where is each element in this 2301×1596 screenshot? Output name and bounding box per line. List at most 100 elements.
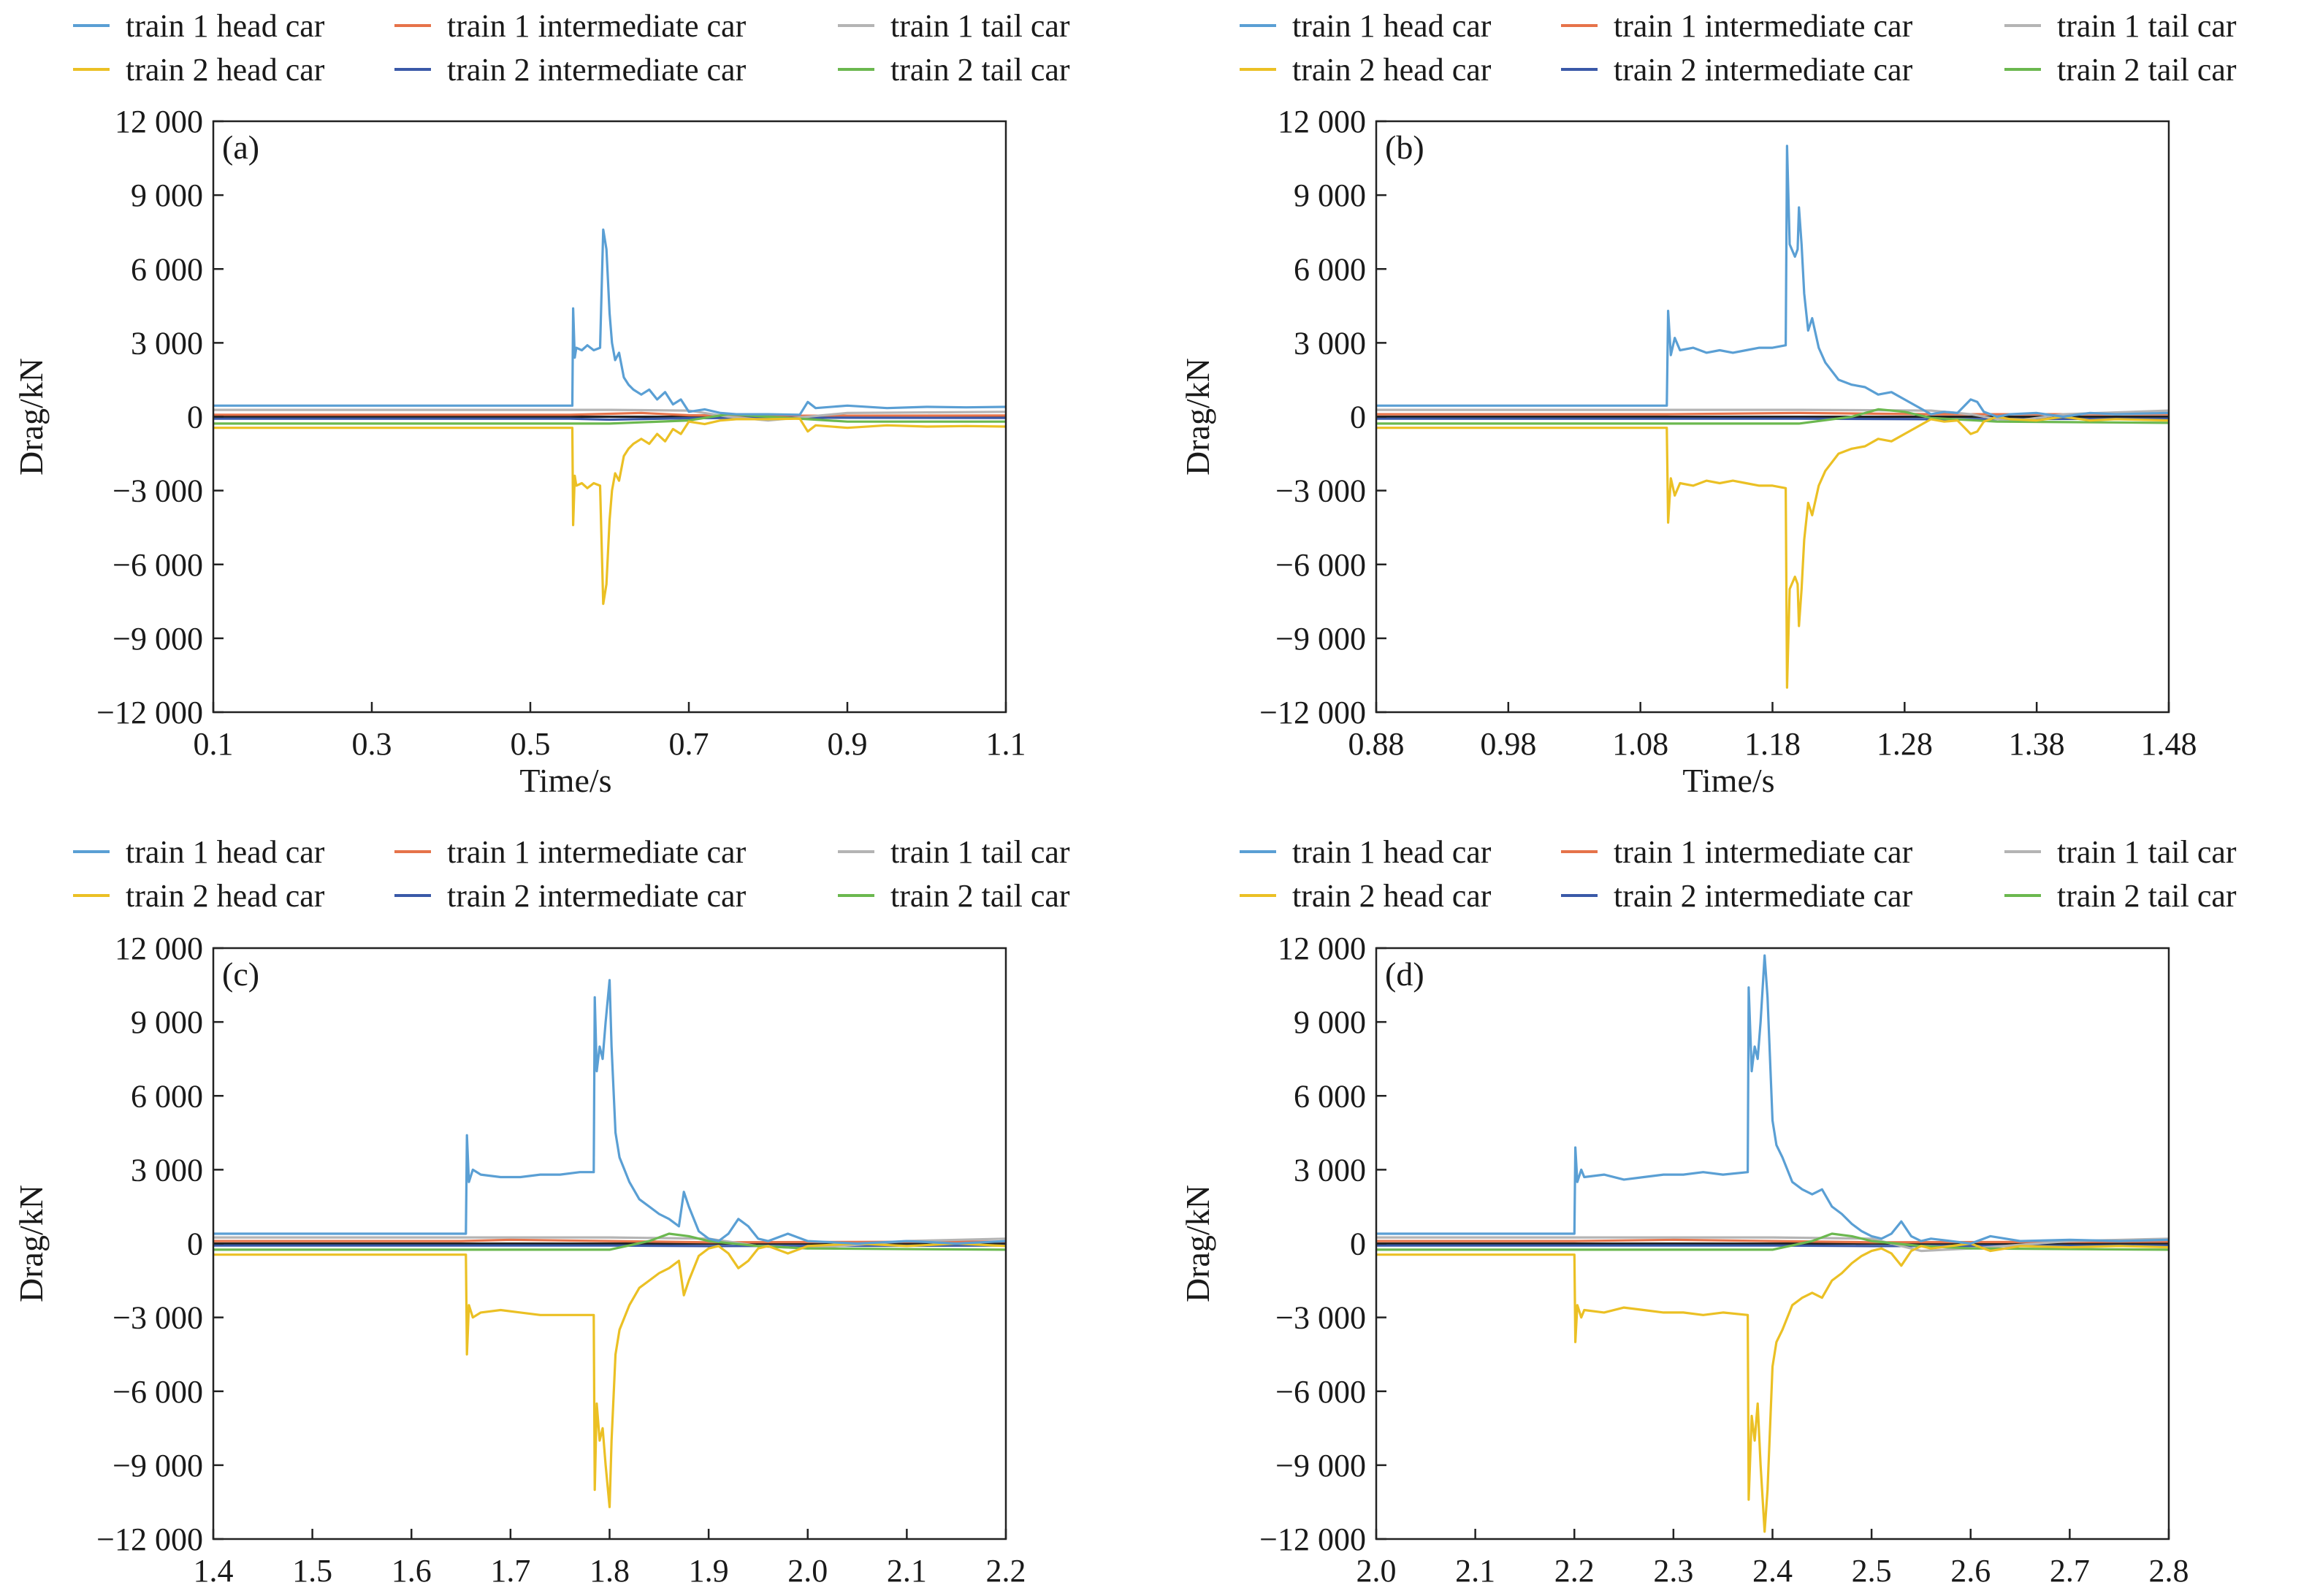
x-tick-label: 1.8 (589, 1553, 630, 1589)
series-line-train-2-tail-car (213, 1232, 1006, 1251)
y-tick-label: 6 000 (131, 1078, 203, 1114)
y-tick-label: 0 (1350, 400, 1366, 435)
legend-label: train 1 intermediate car (1614, 834, 1913, 870)
chart-panels: train 1 head car train 1 intermediate car… (12, 8, 2237, 1596)
x-tick-label: 2.2 (1554, 1553, 1595, 1589)
y-tick-label: −9 000 (112, 1448, 203, 1484)
y-tick-label: −12 000 (1259, 1521, 1366, 1557)
legend: train 1 head car train 1 intermediate car… (73, 8, 1070, 88)
y-tick-label: 6 000 (1294, 251, 1366, 287)
x-tick-label: 2.7 (2050, 1553, 2090, 1589)
legend-label: train 2 tail car (890, 878, 1070, 914)
legend-label: train 1 intermediate car (1614, 8, 1913, 44)
legend-label: train 2 intermediate car (1614, 878, 1913, 914)
chart-panel-d: train 1 head car train 1 intermediate car… (1179, 834, 2237, 1596)
y-tick-label: −9 000 (1275, 1448, 1366, 1484)
legend-label: train 1 head car (126, 8, 325, 44)
legend-item: train 2 intermediate car (1561, 878, 1913, 914)
series-group (1376, 145, 2169, 689)
series-line-train-1-tail-car (1376, 1236, 2169, 1253)
x-tick-label: 0.7 (669, 726, 709, 762)
x-tick-label: 0.3 (352, 726, 392, 762)
legend-label: train 1 head car (1292, 834, 1492, 870)
y-tick-label: 0 (1350, 1226, 1366, 1262)
y-tick-label: 3 000 (131, 1152, 203, 1188)
legend-item: train 2 head car (73, 52, 325, 88)
legend-item: train 1 tail car (2004, 8, 2237, 44)
series-line-train-1-tail-car (1376, 408, 2169, 423)
legend: train 1 head car train 1 intermediate car… (1240, 834, 2237, 914)
y-tick-label: 3 000 (131, 325, 203, 361)
x-tick-label: 1.48 (2141, 726, 2197, 762)
y-tick-label: −6 000 (112, 1374, 203, 1410)
legend-label: train 1 tail car (890, 8, 1070, 44)
series-line-train-1-head-car (1376, 954, 2169, 1245)
x-axis-label: Time/s (519, 1589, 611, 1596)
x-tick-label: 1.28 (1877, 726, 1933, 762)
series-line-train-2-head-car (1376, 415, 2169, 689)
legend-label: train 1 head car (126, 834, 325, 870)
x-tick-label: 2.5 (1852, 1553, 1892, 1589)
y-tick-label: 12 000 (1278, 931, 1366, 966)
x-axis-label: Time/s (1682, 1589, 1774, 1596)
panel-label: (d) (1385, 955, 1424, 993)
y-tick-label: −12 000 (96, 1521, 203, 1557)
x-tick-label: 1.18 (1744, 726, 1801, 762)
y-tick-label: −9 000 (112, 621, 203, 657)
y-tick-label: 3 000 (1294, 1152, 1366, 1188)
legend-item: train 2 tail car (2004, 52, 2237, 88)
y-axis-label: Drag/kN (12, 1185, 50, 1302)
y-tick-label: 9 000 (131, 1004, 203, 1040)
legend-item: train 1 head car (1240, 834, 1492, 870)
series-line-train-2-tail-car (1376, 1232, 2169, 1251)
series-group (213, 979, 1006, 1508)
x-axis-label: Time/s (519, 762, 611, 799)
y-tick-label: 9 000 (131, 177, 203, 213)
y-tick-label: −3 000 (1275, 473, 1366, 509)
legend-label: train 2 tail car (2057, 52, 2237, 88)
legend-item: train 1 intermediate car (1561, 8, 1913, 44)
chart-panel-a: train 1 head car train 1 intermediate car… (12, 8, 1070, 799)
legend-item: train 2 tail car (838, 52, 1070, 88)
legend-item: train 1 head car (1240, 8, 1492, 44)
y-tick-label: −12 000 (96, 695, 203, 730)
x-tick-label: 1.4 (194, 1553, 234, 1589)
x-tick-label: 0.88 (1348, 726, 1405, 762)
legend-item: train 1 intermediate car (394, 8, 747, 44)
legend-label: train 2 tail car (890, 52, 1070, 88)
x-tick-label: 1.7 (490, 1553, 530, 1589)
legend-item: train 2 head car (73, 878, 325, 914)
legend-label: train 1 intermediate car (447, 834, 747, 870)
series-line-train-1-head-car (213, 979, 1006, 1245)
series-line-train-1-head-car (1376, 145, 2169, 419)
legend: train 1 head car train 1 intermediate car… (1240, 8, 2237, 88)
y-tick-label: −6 000 (1275, 1374, 1366, 1410)
y-tick-label: 0 (187, 400, 203, 435)
x-tick-label: 2.1 (887, 1553, 927, 1589)
legend-item: train 1 tail car (838, 834, 1070, 870)
legend-item: train 1 head car (73, 8, 325, 44)
y-axis-label: Drag/kN (1179, 358, 1216, 476)
y-tick-label: 12 000 (1278, 104, 1366, 140)
legend-label: train 2 head car (1292, 878, 1492, 914)
x-tick-label: 2.3 (1653, 1553, 1693, 1589)
legend: train 1 head car train 1 intermediate car… (73, 834, 1070, 914)
series-group (213, 228, 1006, 606)
y-tick-label: 3 000 (1294, 325, 1366, 361)
x-tick-label: 1.08 (1612, 726, 1668, 762)
legend-item: train 2 intermediate car (394, 878, 747, 914)
legend-label: train 2 tail car (2057, 878, 2237, 914)
legend-item: train 2 intermediate car (1561, 52, 1913, 88)
legend-item: train 2 tail car (838, 878, 1070, 914)
y-tick-label: 12 000 (115, 931, 203, 966)
legend-item: train 2 head car (1240, 52, 1492, 88)
legend-item: train 1 intermediate car (1561, 834, 1913, 870)
legend-label: train 1 head car (1292, 8, 1492, 44)
series-group (1376, 954, 2169, 1533)
legend-label: train 2 head car (1292, 52, 1492, 88)
x-tick-label: 2.6 (1950, 1553, 1991, 1589)
x-tick-label: 0.1 (194, 726, 234, 762)
y-axis-label: Drag/kN (12, 358, 50, 476)
y-tick-label: −3 000 (112, 473, 203, 509)
y-tick-label: 6 000 (131, 251, 203, 287)
